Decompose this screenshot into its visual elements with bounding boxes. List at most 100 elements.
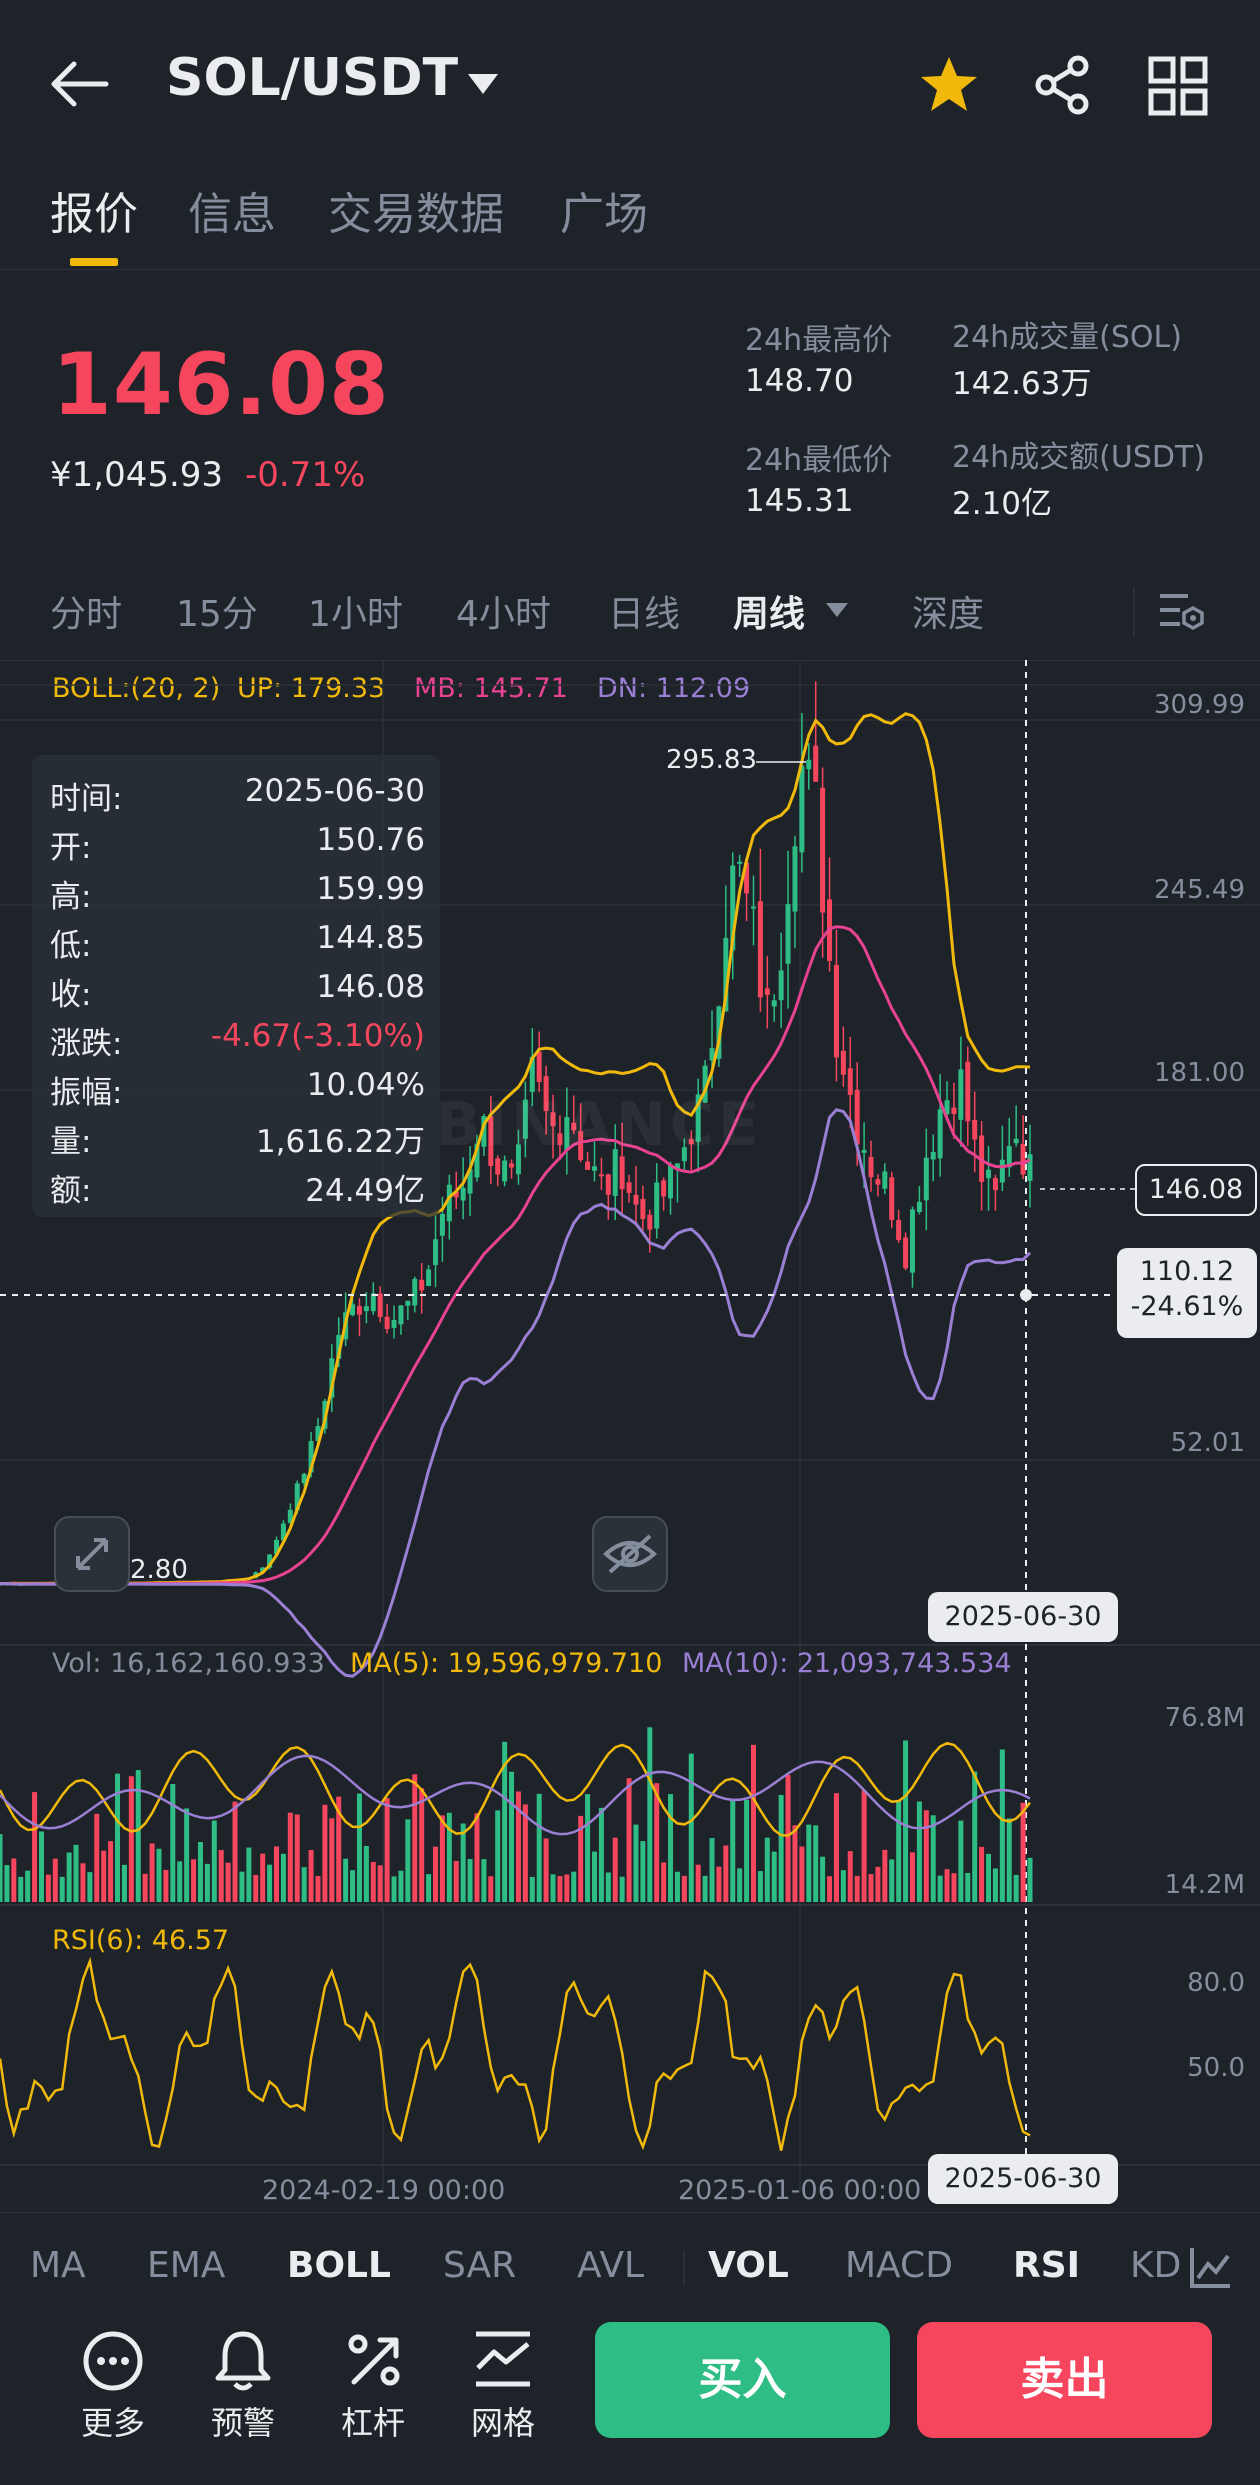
volume-bar <box>426 1874 432 1902</box>
tt-amount-value: 24.49亿 <box>305 1173 425 1209</box>
candle-body <box>882 1171 888 1189</box>
volume-bar <box>591 1851 597 1902</box>
candle-body <box>744 862 750 894</box>
ind-vol[interactable]: VOL <box>708 2245 789 2286</box>
rsi-legend: RSI(6): 46.57 <box>52 1925 230 1956</box>
volume-bar <box>11 1858 17 1902</box>
candle-body <box>661 1180 667 1197</box>
price-axis-tick: 52.01 <box>1170 1428 1245 1458</box>
more-label[interactable]: 更多 <box>80 2404 145 2442</box>
volume-bar <box>633 1824 639 1902</box>
volume-bar <box>612 1837 618 1902</box>
leverage-label[interactable]: 杠杆 <box>340 2404 405 2442</box>
volume-bar <box>564 1874 570 1902</box>
candle-body <box>433 1239 439 1266</box>
kline-chart[interactable] <box>0 660 1260 2220</box>
candle-body <box>750 906 756 909</box>
ind-sar[interactable]: SAR <box>443 2245 517 2286</box>
tt-close-value: 146.08 <box>316 969 425 1005</box>
volume-bar <box>640 1841 646 1902</box>
candle-body <box>896 1220 902 1241</box>
volume-bar <box>191 1859 197 1902</box>
volume-bar <box>363 1845 369 1902</box>
ind-ma[interactable]: MA <box>30 2245 86 2286</box>
tf-1d[interactable]: 日线 <box>608 594 681 635</box>
candle-body <box>723 937 729 1012</box>
tf-4h[interactable]: 4小时 <box>456 594 551 635</box>
volume-bar <box>398 1870 404 1902</box>
volume-bar <box>889 1859 895 1902</box>
pair-title[interactable]: SOL/USDT <box>166 48 459 108</box>
volume-ma5-line <box>0 1741 1031 1837</box>
buy-button[interactable]: 买入 <box>595 2322 890 2438</box>
tf-1h[interactable]: 1小时 <box>308 594 403 635</box>
volume-bar <box>495 1810 501 1902</box>
ind-rsi[interactable]: RSI <box>1013 2245 1081 2286</box>
candle-body <box>287 1509 293 1523</box>
volume-bar <box>287 1812 293 1902</box>
candle-body <box>329 1358 335 1398</box>
ind-kd[interactable]: KD <box>1130 2245 1182 2286</box>
candle-body <box>439 1214 445 1236</box>
grid-menu-icon[interactable] <box>1148 56 1208 116</box>
volume-bar <box>225 1862 231 1902</box>
tab-trade-data[interactable]: 交易数据 <box>328 189 504 240</box>
indicator-settings-icon[interactable] <box>1188 2244 1234 2290</box>
volume-bar <box>246 1847 252 1902</box>
ind-ema[interactable]: EMA <box>147 2245 226 2286</box>
volume-bar <box>343 1858 349 1902</box>
back-arrow-icon[interactable] <box>50 60 110 108</box>
alert-bell-icon[interactable] <box>212 2328 274 2394</box>
volume-bar <box>999 1749 1005 1902</box>
tab-info[interactable]: 信息 <box>188 189 276 240</box>
more-icon[interactable] <box>82 2330 144 2392</box>
volume-bar <box>737 1868 743 1902</box>
hide-eye-icon[interactable] <box>592 1516 668 1592</box>
leverage-icon[interactable] <box>342 2328 404 2390</box>
share-icon[interactable] <box>1032 54 1094 116</box>
tf-15m[interactable]: 15分 <box>176 594 258 635</box>
tt-time-value: 2025-06-30 <box>244 773 425 809</box>
volume-bar <box>121 1864 127 1902</box>
ind-avl[interactable]: AVL <box>577 2245 645 2286</box>
low-label-text: 2.80 <box>130 1555 188 1585</box>
tab-quote[interactable]: 报价 <box>50 189 138 240</box>
ind-boll[interactable]: BOLL <box>287 2245 391 2286</box>
volume-bar <box>695 1864 701 1902</box>
volume-bar <box>979 1846 985 1902</box>
volume-bar <box>944 1869 950 1902</box>
grid-trading-icon[interactable] <box>472 2328 534 2390</box>
volume-bar <box>792 1825 798 1902</box>
candle-body <box>792 846 798 912</box>
volume-bar <box>813 1825 819 1902</box>
chart-top-border <box>0 660 1260 661</box>
volume-bar <box>280 1853 286 1902</box>
tf-time[interactable]: 分时 <box>50 594 123 635</box>
tab-square[interactable]: 广场 <box>560 189 648 240</box>
volume-bar <box>744 1799 750 1902</box>
tf-1w[interactable]: 周线 <box>733 594 806 635</box>
candle-body <box>377 1293 383 1317</box>
watermark: BINANCE <box>435 1090 763 1160</box>
grid-label[interactable]: 网格 <box>470 2404 535 2442</box>
alert-label[interactable]: 预警 <box>210 2404 275 2442</box>
tf-dropdown-icon[interactable] <box>825 602 849 618</box>
expand-icon[interactable] <box>54 1516 130 1592</box>
volume-bar <box>536 1793 542 1902</box>
ind-macd[interactable]: MACD <box>845 2245 953 2286</box>
tf-depth[interactable]: 深度 <box>912 594 985 635</box>
chart-settings-icon[interactable] <box>1158 590 1206 634</box>
price-axis-tick: 245.49 <box>1154 875 1245 905</box>
star-favorite-icon[interactable] <box>918 54 980 116</box>
candle-body <box>695 1094 701 1142</box>
tt-volume-key: 量: <box>50 1124 92 1160</box>
candle-body <box>688 1139 694 1145</box>
pair-dropdown-icon[interactable] <box>466 72 500 96</box>
candle-body <box>509 1163 515 1168</box>
candle-body <box>833 964 839 1058</box>
candle-body <box>571 1122 577 1131</box>
candle-body <box>764 988 770 995</box>
candle-body <box>578 1131 584 1160</box>
volume-bar <box>882 1849 888 1902</box>
sell-button[interactable]: 卖出 <box>917 2322 1212 2438</box>
